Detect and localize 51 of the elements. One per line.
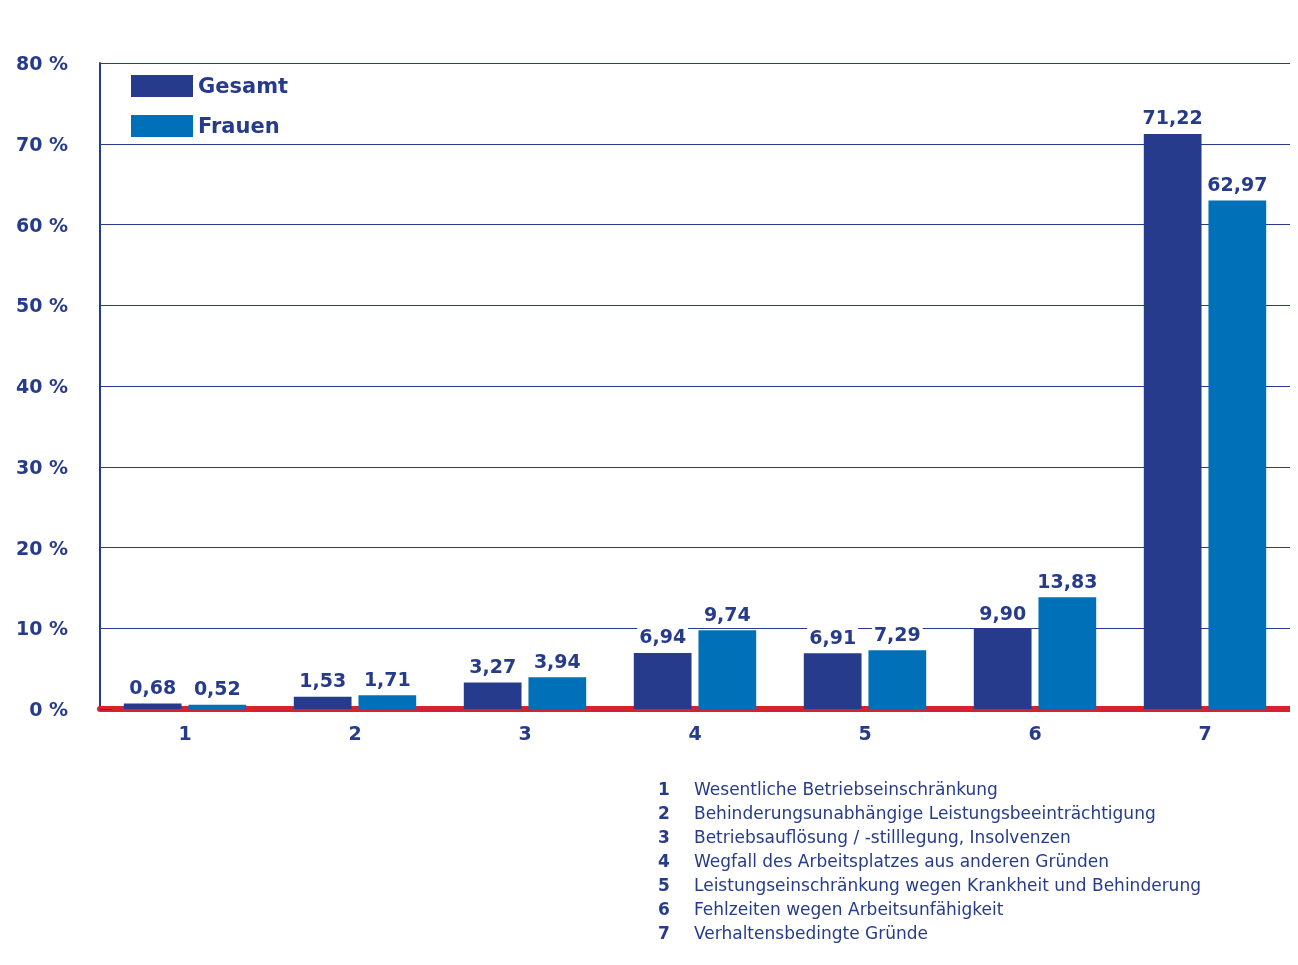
y-tick-label: 40 % xyxy=(15,375,68,397)
text: 7 Verhaltensbedingte Gründe xyxy=(658,922,928,943)
data-label: 9,90 xyxy=(979,601,1027,624)
bar xyxy=(463,682,522,709)
x-tick-label: 3 xyxy=(518,721,532,744)
data-label: 3,94 xyxy=(533,649,581,672)
bar xyxy=(1038,597,1097,709)
data-label: 9,74 xyxy=(703,602,751,625)
bar xyxy=(1208,200,1267,709)
bar xyxy=(803,653,862,709)
y-tick-label: 60 % xyxy=(15,213,68,236)
data-label: 71,22 xyxy=(1142,106,1203,129)
x-tick-label: 1 xyxy=(178,721,192,744)
x-tick-label: 4 xyxy=(688,721,702,744)
data-label: 0,68 xyxy=(129,676,177,699)
legend-label: Frauen xyxy=(198,114,280,138)
x-tick-label: 5 xyxy=(858,721,872,744)
y-tick-label: 80 % xyxy=(15,52,68,74)
data-label: 1,71 xyxy=(363,667,411,690)
y-tick-label: 0 % xyxy=(29,698,68,720)
bar xyxy=(528,677,587,709)
y-tick-label: 20 % xyxy=(15,536,68,559)
data-label: 7,29 xyxy=(873,622,921,645)
y-tick-label: 50 % xyxy=(15,294,68,317)
bar xyxy=(188,704,247,709)
x-tick-label: 7 xyxy=(1198,721,1212,744)
bar xyxy=(698,630,757,709)
text: 1 Wesentliche Betriebseinschränkung xyxy=(658,778,998,799)
data-label: 0,52 xyxy=(193,677,241,700)
data-label: 1,53 xyxy=(299,669,347,692)
bar xyxy=(358,695,417,709)
bar xyxy=(293,696,352,709)
x-tick-label: 6 xyxy=(1028,721,1042,744)
bar xyxy=(868,650,927,709)
bar xyxy=(633,652,692,709)
y-tick-label: 70 % xyxy=(15,132,68,155)
legend-label: Gesamt xyxy=(198,74,289,98)
data-label: 6,91 xyxy=(809,625,857,648)
data-label: 3,27 xyxy=(469,655,517,678)
text: 4 Wegfall des Arbeitsplatzes aus anderen Gründen xyxy=(658,850,1110,871)
data-label: 6,94 xyxy=(639,625,687,648)
y-tick-label: 30 % xyxy=(15,455,68,478)
data-label: 62,97 xyxy=(1207,173,1268,196)
bar xyxy=(123,703,182,709)
text: 2 Behinderungsunabhängige Leistungsbeeinträchtigung xyxy=(658,802,1156,823)
text: 6 Fehlzeiten wegen Arbeitsunfähigkeit xyxy=(658,898,1004,919)
x-tick-label: 2 xyxy=(348,721,362,744)
y-tick-label: 10 % xyxy=(15,617,68,640)
text: 5 Leistungseinschränkung wegen Krankheit und Behinderung xyxy=(658,874,1201,895)
text: 3 Betriebsauflösung / -stilllegung, Insolvenzen xyxy=(658,826,1071,847)
data-label: 13,83 xyxy=(1037,569,1098,592)
